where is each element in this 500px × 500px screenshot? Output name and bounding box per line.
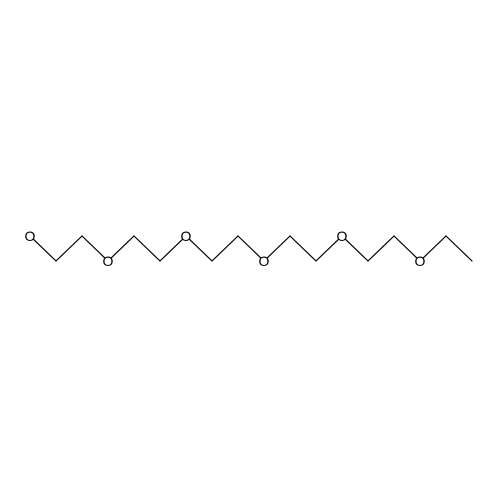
- bond: [424, 236, 446, 258]
- atom-label: O: [259, 254, 270, 268]
- bond: [446, 236, 472, 261]
- atom-label: O: [337, 229, 348, 243]
- bond: [82, 236, 104, 258]
- bond: [134, 236, 160, 261]
- bond: [112, 236, 134, 258]
- bond: [268, 236, 290, 258]
- atom-label: O: [25, 229, 36, 243]
- atom-label: O: [415, 254, 426, 268]
- atom-label: O: [181, 229, 192, 243]
- bond: [346, 239, 368, 261]
- bond: [394, 236, 416, 258]
- bond: [34, 239, 56, 261]
- bond: [212, 236, 238, 261]
- atom-label: O: [103, 254, 114, 268]
- bond: [290, 236, 316, 261]
- molecule-canvas: O O O O O O: [0, 0, 500, 500]
- bond: [56, 236, 82, 261]
- molecule-svg: [0, 0, 500, 500]
- bond: [238, 236, 260, 258]
- bond: [368, 236, 394, 261]
- bond: [316, 239, 338, 261]
- bond: [160, 239, 182, 261]
- bond: [190, 239, 212, 261]
